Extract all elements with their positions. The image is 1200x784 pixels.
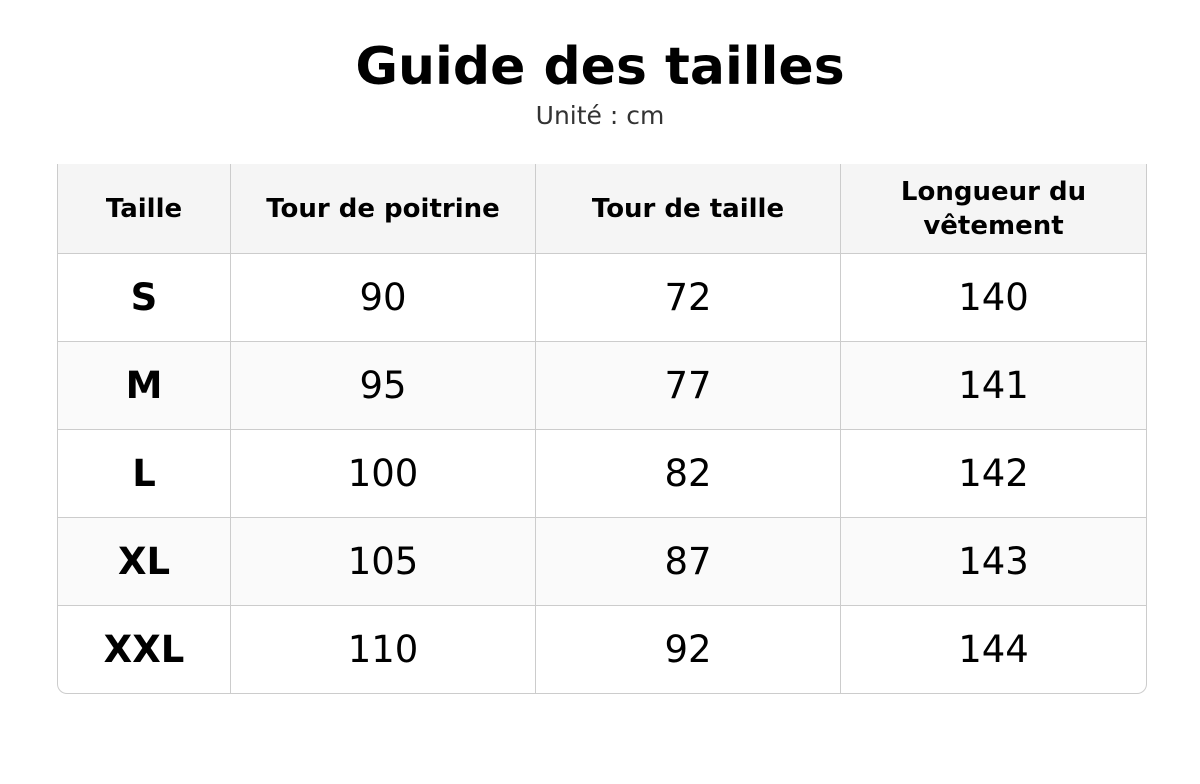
table-row: M 95 77 141 xyxy=(58,341,1146,429)
measure-cell: 140 xyxy=(841,253,1146,341)
subtitle: Unité : cm xyxy=(535,101,665,130)
size-cell: XL xyxy=(58,517,231,605)
measure-cell: 100 xyxy=(231,429,536,517)
measure-cell: 144 xyxy=(841,605,1146,693)
measure-cell: 105 xyxy=(231,517,536,605)
column-header: Longueur du vêtement xyxy=(841,164,1146,253)
table-row: XL 105 87 143 xyxy=(58,517,1146,605)
measure-cell: 95 xyxy=(231,341,536,429)
table-row: XXL 110 92 144 xyxy=(58,605,1146,693)
size-table: Taille Tour de poitrine Tour de taille Long… xyxy=(57,164,1147,694)
column-header: Taille xyxy=(58,164,231,253)
measure-cell: 143 xyxy=(841,517,1146,605)
measure-cell: 92 xyxy=(536,605,841,693)
header-row: Taille Tour de poitrine Tour de taille Long… xyxy=(58,164,1146,253)
measure-cell: 72 xyxy=(536,253,841,341)
size-cell: S xyxy=(58,253,231,341)
size-cell: M xyxy=(58,341,231,429)
measure-cell: 142 xyxy=(841,429,1146,517)
table-head: Taille Tour de poitrine Tour de taille Long… xyxy=(58,164,1146,253)
measure-cell: 141 xyxy=(841,341,1146,429)
measure-cell: 77 xyxy=(536,341,841,429)
table-row: L 100 82 142 xyxy=(58,429,1146,517)
measure-cell: 90 xyxy=(231,253,536,341)
table-row: S 90 72 140 xyxy=(58,253,1146,341)
measure-cell: 110 xyxy=(231,605,536,693)
measure-cell: 82 xyxy=(536,429,841,517)
column-header: Tour de poitrine xyxy=(231,164,536,253)
column-header: Tour de taille xyxy=(536,164,841,253)
title: Guide des tailles xyxy=(355,37,845,97)
size-cell: L xyxy=(58,429,231,517)
measure-cell: 87 xyxy=(536,517,841,605)
size-cell: XXL xyxy=(58,605,231,693)
table-body: S 90 72 140 M 95 77 141 L 100 82 142 XL 105 87 143 XXL 11… xyxy=(58,253,1146,693)
